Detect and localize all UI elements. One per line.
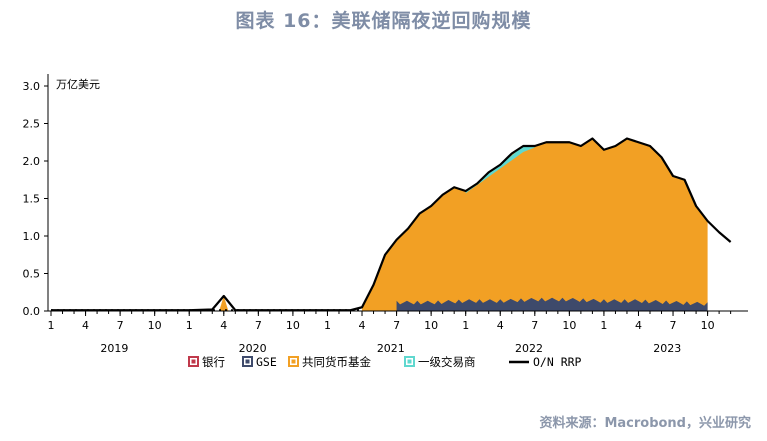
mmf-area: [362, 138, 708, 311]
x-year-label: 2019: [100, 342, 128, 355]
x-tick-label: 7: [255, 319, 262, 332]
x-year-label: 2022: [515, 342, 543, 355]
y-tick-label: 1.5: [23, 193, 41, 206]
x-tick-label: 1: [48, 319, 55, 332]
x-tick-label: 1: [600, 319, 607, 332]
x-tick-label: 1: [462, 319, 469, 332]
source-note: 资料来源：Macrobond，兴业研究: [539, 416, 751, 431]
x-tick-label: 4: [220, 319, 227, 332]
rrp-line: [51, 137, 732, 312]
x-tick-label: 4: [497, 319, 504, 332]
x-tick-label: 1: [324, 319, 331, 332]
legend-dealers-swatch-fill: [407, 359, 412, 364]
x-tick-label: 10: [562, 319, 576, 332]
mmf-spike-2020: [219, 296, 229, 311]
legend-gse-swatch-fill: [245, 359, 250, 364]
x-tick-label: 4: [635, 319, 642, 332]
x-tick-label: 10: [701, 319, 715, 332]
x-tick-label: 1: [186, 319, 193, 332]
gse-area: [396, 297, 708, 311]
x-tick-label: 7: [670, 319, 677, 332]
x-year-label: 2023: [653, 342, 681, 355]
y-tick-label: 0.0: [23, 305, 41, 318]
x-tick-label: 7: [117, 319, 124, 332]
legend-rrp-label: O/N RRP: [533, 355, 582, 369]
y-tick-label: 3.0: [23, 80, 41, 93]
x-tick-label: 10: [286, 319, 300, 332]
legend-dealers-label: 一级交易商: [418, 355, 476, 369]
x-tick-label: 10: [148, 319, 162, 332]
x-tick-label: 4: [82, 319, 89, 332]
x-tick-label: 7: [531, 319, 538, 332]
x-year-label: 2020: [239, 342, 267, 355]
x-tick-label: 4: [359, 319, 366, 332]
y-tick-label: 2.5: [23, 118, 41, 131]
chart-title: 图表 16：美联储隔夜逆回购规模: [235, 10, 532, 32]
legend-banks-label: 银行: [202, 355, 225, 369]
y-tick-label: 0.5: [23, 268, 41, 281]
legend-gse-label: GSE: [256, 355, 277, 369]
legend-mmf-label: 共同货币基金: [302, 355, 371, 369]
y-tick-label: 2.0: [23, 155, 41, 168]
x-tick-label: 7: [393, 319, 400, 332]
x-year-label: 2021: [377, 342, 405, 355]
y-tick-label: 1.0: [23, 230, 41, 243]
legend-mmf-swatch-fill: [291, 359, 296, 364]
y-unit-label: 万亿美元: [56, 78, 100, 91]
legend-banks-swatch-fill: [191, 359, 196, 364]
x-tick-label: 10: [424, 319, 438, 332]
